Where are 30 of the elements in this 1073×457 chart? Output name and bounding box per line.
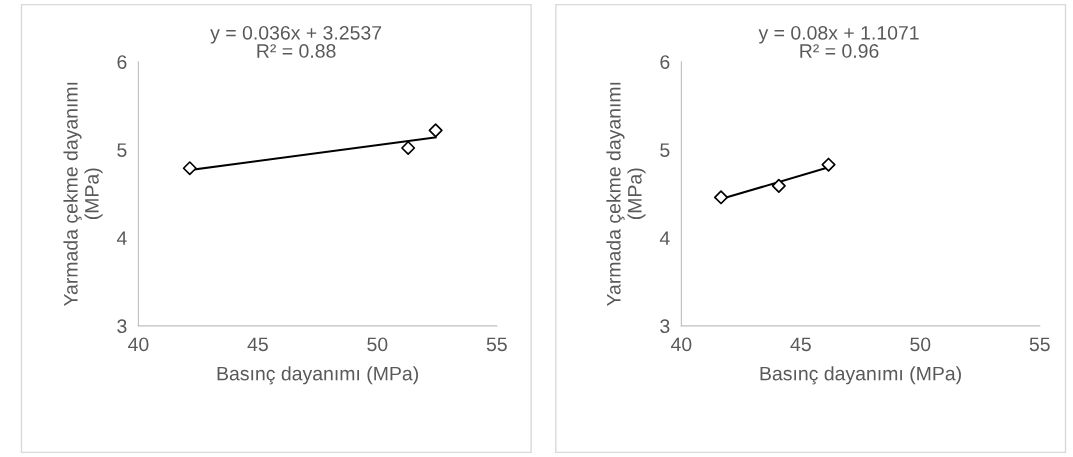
text: y = 0.08x + 1.1071 <box>758 25 919 44</box>
y-tick-label: 6 <box>117 55 127 69</box>
text: R² = 0.96 <box>800 44 879 58</box>
point <box>771 178 786 193</box>
x-tick-label: 55 <box>1029 337 1050 352</box>
y-tick-label: 3 <box>117 319 127 334</box>
point <box>713 190 729 205</box>
x-tick-label: 45 <box>247 337 268 352</box>
point <box>821 157 836 172</box>
x-tick-label: 50 <box>367 337 388 352</box>
y-axis-title: Yarmada çekme dayanımı (MPa) <box>606 82 646 307</box>
x-tick-label: 45 <box>790 337 811 352</box>
point <box>428 123 443 138</box>
point <box>401 140 416 156</box>
y-tick-label: 4 <box>116 231 127 245</box>
y-tick-label: 5 <box>660 143 670 157</box>
y-axis-title: Yarmada çekme dayanımı (MPa) <box>63 82 103 307</box>
y-tick-label: 4 <box>659 231 670 245</box>
x-tick-label: 40 <box>670 337 692 352</box>
point <box>182 161 197 176</box>
x-tick-label: 50 <box>910 337 931 352</box>
text: y = 0.036x + 3.2537 <box>210 25 382 44</box>
y-tick-label: 5 <box>117 143 127 157</box>
x-axis-title: Basınç dayanımı (MPa) <box>760 366 961 385</box>
text: R² = 0.88 <box>257 44 336 58</box>
y-tick-label: 6 <box>660 55 670 69</box>
x-tick-label: 40 <box>128 337 149 352</box>
x-tick-label: 55 <box>486 337 507 352</box>
y-tick-label: 3 <box>660 319 670 334</box>
x-axis-title: Basınç dayanımı (MPa) <box>217 366 418 385</box>
